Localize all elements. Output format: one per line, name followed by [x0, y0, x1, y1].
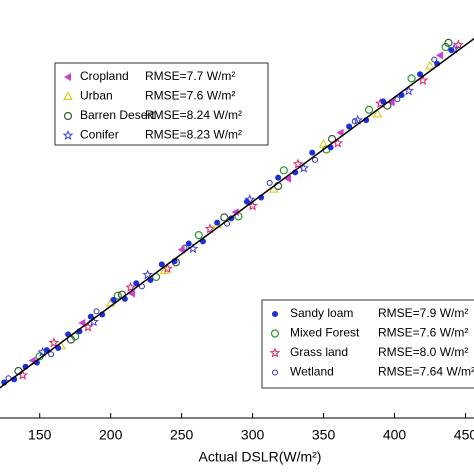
- scatter-point: [312, 156, 319, 163]
- x-tick-label: 450: [454, 427, 474, 443]
- scatter-point: [387, 98, 395, 107]
- legend-marker: [270, 329, 280, 338]
- scatter-point: [425, 60, 435, 70]
- scatter-point: [372, 108, 383, 118]
- scatter-point: [110, 296, 117, 303]
- legend-label: Wetland: [290, 365, 334, 379]
- scatter-point: [380, 98, 387, 105]
- scatter-point: [266, 179, 273, 186]
- legend-rmse: RMSE=7.64 W/m²: [378, 365, 474, 379]
- scatter-point: [159, 265, 170, 275]
- scatter-point: [127, 289, 135, 298]
- legend-marker: [63, 91, 73, 100]
- legend-marker: [272, 311, 278, 317]
- legend-rmse: RMSE=7.9 W/m²: [378, 306, 468, 320]
- scatter-point: [318, 139, 329, 148]
- x-tick-label: 250: [170, 427, 194, 443]
- scatter-point: [194, 231, 203, 240]
- scatter-point: [284, 174, 292, 183]
- legend-marker: [272, 369, 278, 376]
- scatter-point: [441, 42, 450, 52]
- scatter-point: [48, 351, 55, 358]
- scatter-point: [279, 166, 288, 175]
- scatter-point: [142, 269, 153, 280]
- scatter-point: [407, 74, 416, 83]
- scatter-point: [220, 213, 229, 222]
- scatter-point: [158, 261, 165, 268]
- legend-marker: [63, 111, 73, 121]
- scatter-point: [431, 56, 438, 63]
- legend-label: Mixed Forest: [290, 326, 360, 340]
- x-tick-label: 400: [383, 427, 407, 443]
- legend-rmse: RMSE=8.23 W/m²: [145, 128, 242, 142]
- legend-rmse: RMSE=7.6 W/m²: [378, 326, 468, 340]
- scatter-point: [214, 219, 221, 226]
- legend-box: [54, 62, 269, 146]
- x-tick-label: 350: [312, 427, 336, 443]
- scatter-point: [125, 281, 136, 292]
- scatter-point: [185, 240, 192, 247]
- legend-label: Urban: [80, 89, 113, 103]
- legend-label: Grass land: [290, 345, 348, 359]
- fit-line: [0, 37, 474, 389]
- scatter-point: [48, 337, 60, 348]
- x-axis-label: Actual DSLR(W/m²): [199, 449, 322, 465]
- legend-marker: [269, 347, 281, 358]
- legend-label: Barren Desert: [80, 108, 155, 122]
- scatter-point: [133, 280, 140, 287]
- scatter-point: [346, 123, 353, 130]
- x-tick-label: 150: [28, 427, 52, 443]
- scatter-point: [292, 158, 304, 169]
- scatter-point: [352, 114, 363, 125]
- legend-label: Cropland: [80, 69, 129, 83]
- scatter-point: [309, 149, 316, 156]
- legend-marker: [64, 73, 71, 81]
- scatter-point: [435, 51, 443, 60]
- x-tick-label: 200: [99, 427, 123, 443]
- legend-marker: [62, 129, 74, 141]
- scatter-point: [78, 318, 86, 327]
- scatter-point: [448, 47, 455, 54]
- scatter-point: [243, 198, 250, 205]
- legend-rmse: RMSE=7.6 W/m²: [145, 89, 235, 103]
- legend-rmse: RMSE=7.7 W/m²: [145, 69, 235, 83]
- legend-label: Sandy loam: [290, 306, 353, 320]
- scatter-point: [298, 162, 310, 173]
- scatter-point: [417, 71, 424, 78]
- scatter-point: [87, 313, 94, 320]
- legend-box: [261, 299, 474, 389]
- legend-label: Conifer: [80, 128, 119, 142]
- x-tick-label: 300: [241, 427, 265, 443]
- scatter-point: [336, 128, 344, 137]
- legend-rmse: RMSE=8.0 W/m²: [378, 345, 468, 359]
- scatter-point: [444, 38, 453, 47]
- scatter-point: [177, 245, 185, 254]
- scatter-point: [453, 39, 464, 50]
- scatter-point: [403, 85, 415, 96]
- scatter-point: [93, 308, 100, 315]
- scatter-point: [394, 96, 401, 103]
- scatter-point: [113, 291, 122, 300]
- scatter-point: [275, 174, 282, 181]
- scatter-point: [364, 105, 374, 114]
- legend-rmse: RMSE=8.24 W/m²: [145, 108, 242, 122]
